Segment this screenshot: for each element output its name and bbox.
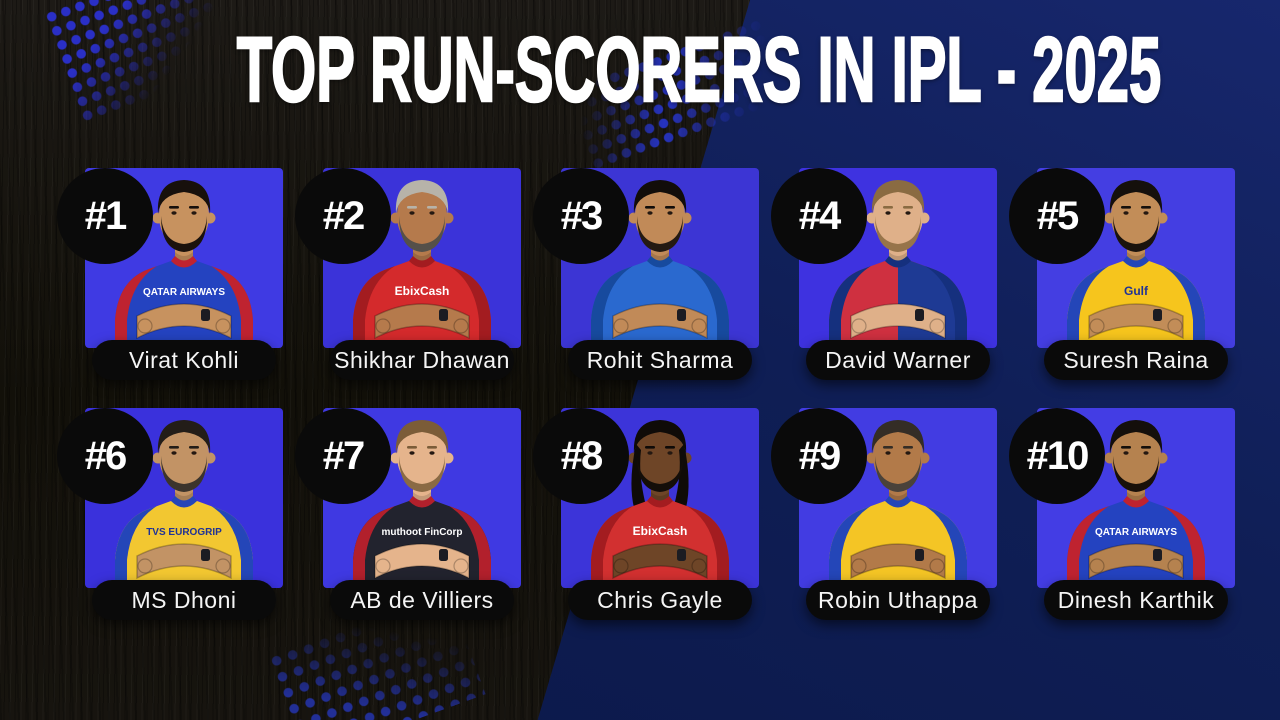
player-photo-illustration: QATAR AIRWAYS: [115, 180, 253, 348]
player-name: David Warner: [825, 346, 971, 373]
player-card: #3 Rohit Sharma: [533, 168, 759, 380]
player-name: MS Dhoni: [131, 586, 237, 613]
rank-label: #5: [1036, 193, 1079, 238]
player-photo: [799, 408, 997, 588]
rank-badge: #5: [1009, 168, 1105, 264]
player-card: QATAR AIRWAYS #1 Virat Kohli: [57, 168, 283, 380]
player-photo-illustration: muthoot FinCorp: [353, 420, 491, 588]
player-name: Dinesh Karthik: [1057, 586, 1215, 613]
player-name-pill: David Warner: [806, 340, 990, 380]
player-photo-illustration: QATAR AIRWAYS: [1067, 420, 1205, 588]
player-name-pill: Shikhar Dhawan: [330, 340, 514, 380]
rank-label: #9: [798, 433, 841, 478]
player-photo: QATAR AIRWAYS: [1037, 408, 1235, 588]
halftone-dots-top-left: [45, 0, 240, 122]
player-photo-illustration: [829, 180, 967, 348]
player-name-pill: Chris Gayle: [568, 580, 752, 620]
rank-badge: #3: [533, 168, 629, 264]
player-name: Chris Gayle: [597, 586, 723, 613]
jersey-sponsor-text: QATAR AIRWAYS: [143, 287, 225, 298]
player-name-pill: Robin Uthappa: [806, 580, 990, 620]
jersey-sponsor-text: QATAR AIRWAYS: [1095, 527, 1177, 538]
rank-badge: #1: [57, 168, 153, 264]
player-card: #4 David Warner: [771, 168, 997, 380]
rank-badge: #10: [1009, 408, 1105, 504]
player-photo-illustration: TVS EUROGRIP: [115, 420, 253, 588]
player-photo: EbixCash: [323, 168, 521, 348]
jersey-sponsor-text: TVS EUROGRIP: [146, 527, 222, 538]
player-card: QATAR AIRWAYS #10 Dinesh Karthik: [1009, 408, 1235, 620]
rank-badge: #7: [295, 408, 391, 504]
player-photo: [799, 168, 997, 348]
player-card: EbixCash #2 Shikhar Dhawan: [295, 168, 521, 380]
jersey-sponsor-text: EbixCash: [395, 284, 450, 298]
player-name-pill: AB de Villiers: [330, 580, 514, 620]
player-name-pill: Dinesh Karthik: [1044, 580, 1228, 620]
player-photo-illustration: [591, 180, 729, 348]
player-card: #9 Robin Uthappa: [771, 408, 997, 620]
rank-badge: #2: [295, 168, 391, 264]
players-row-1: QATAR AIRWAYS #1 Virat Kohli EbixCash #2 Shik…: [57, 168, 1235, 380]
player-name: AB de Villiers: [350, 586, 494, 613]
rank-label: #3: [560, 193, 603, 238]
player-name-pill: MS Dhoni: [92, 580, 276, 620]
player-card: EbixCash #8 Chris Gayle: [533, 408, 759, 620]
player-name-pill: Virat Kohli: [92, 340, 276, 380]
rank-label: #4: [798, 193, 841, 238]
players-row-2: TVS EUROGRIP #6 MS Dhoni muthoot FinCorp #7 A…: [57, 408, 1235, 620]
player-photo-illustration: EbixCash: [353, 180, 491, 348]
rank-label: #7: [322, 433, 365, 478]
player-photo-illustration: Gulf: [1067, 180, 1205, 348]
rank-label: #6: [84, 433, 127, 478]
page-title: TOP RUN-SCORERS IN IPL - 2025: [236, 19, 1162, 121]
player-name-pill: Rohit Sharma: [568, 340, 752, 380]
rank-badge: #4: [771, 168, 867, 264]
rank-badge: #6: [57, 408, 153, 504]
player-card: TVS EUROGRIP #6 MS Dhoni: [57, 408, 283, 620]
rank-label: #10: [1026, 433, 1090, 478]
player-photo: TVS EUROGRIP: [85, 408, 283, 588]
player-card: muthoot FinCorp #7 AB de Villiers: [295, 408, 521, 620]
player-photo: QATAR AIRWAYS: [85, 168, 283, 348]
player-name: Robin Uthappa: [818, 586, 978, 613]
jersey-sponsor-text: Gulf: [1124, 284, 1149, 298]
rank-label: #1: [84, 193, 127, 238]
player-photo: EbixCash: [561, 408, 759, 588]
rank-badge: #8: [533, 408, 629, 504]
player-name: Virat Kohli: [129, 346, 239, 373]
player-photo: Gulf: [1037, 168, 1235, 348]
jersey-sponsor-text: muthoot FinCorp: [381, 527, 462, 538]
jersey-sponsor-text: EbixCash: [633, 524, 688, 538]
player-name: Suresh Raina: [1063, 346, 1209, 373]
rank-label: #8: [560, 433, 603, 478]
player-card: Gulf #5 Suresh Raina: [1009, 168, 1235, 380]
player-name: Rohit Sharma: [586, 346, 734, 373]
player-photo-illustration: EbixCash: [591, 420, 729, 588]
rank-badge: #9: [771, 408, 867, 504]
player-photo-illustration: [829, 420, 967, 588]
player-name-pill: Suresh Raina: [1044, 340, 1228, 380]
player-photo: muthoot FinCorp: [323, 408, 521, 588]
rank-label: #2: [322, 193, 365, 238]
player-name: Shikhar Dhawan: [334, 346, 510, 373]
player-photo: [561, 168, 759, 348]
